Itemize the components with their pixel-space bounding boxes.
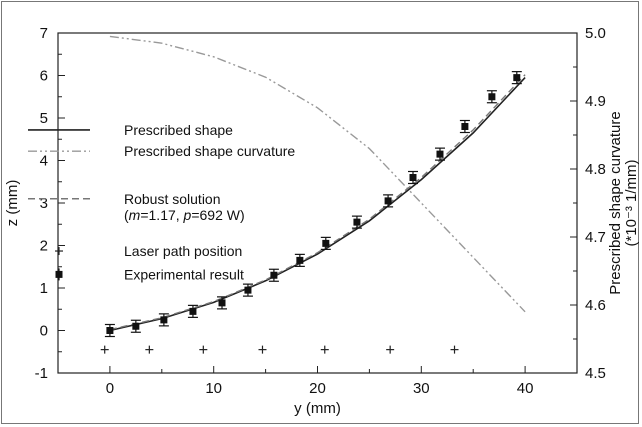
y2-tick-label: 4.5 <box>585 365 606 382</box>
legend-label: Robust solution <box>124 191 221 207</box>
experimental-point <box>158 313 169 327</box>
x-tick-label: 20 <box>309 380 326 397</box>
series-line-1 <box>109 35 526 313</box>
legend-label: Laser path position <box>124 243 242 259</box>
legend-item: Experimental result <box>55 266 244 282</box>
point-marker <box>132 322 140 330</box>
legend: Prescribed shape Prescribed shape curvatu… <box>28 122 295 282</box>
point-marker <box>270 271 278 279</box>
legend-label: Experimental result <box>124 266 244 282</box>
legend-item: Laser path position <box>55 243 242 259</box>
point-marker <box>488 93 496 101</box>
laser-path-marker <box>258 345 267 354</box>
y2-tick-label: 4.8 <box>585 161 606 178</box>
experimental-point <box>351 215 362 229</box>
y2-tick-label: 4.9 <box>585 93 606 110</box>
y-tick-label: 7 <box>40 25 48 42</box>
point-marker <box>296 256 304 264</box>
point-marker <box>436 150 444 158</box>
x-tick-label: 30 <box>413 380 430 397</box>
experimental-point <box>268 268 279 282</box>
experimental-point <box>217 296 228 310</box>
legend-item: Prescribed shape <box>28 122 233 138</box>
plot-area <box>100 35 526 354</box>
y2-axis-label-line1: Prescribed shape curvature <box>607 111 624 294</box>
y-tick-label: 4 <box>40 153 48 170</box>
y-axis-label: z (mm) <box>4 180 21 227</box>
experimental-point <box>320 236 331 250</box>
laser-path-marker <box>199 345 208 354</box>
experimental-point <box>104 323 115 338</box>
experimental-point <box>130 319 141 333</box>
experimental-point <box>434 147 445 161</box>
y-tick-label: 3 <box>40 195 48 212</box>
point-marker <box>106 327 114 334</box>
y-tick-label: 6 <box>40 68 48 85</box>
laser-path-marker <box>100 345 109 354</box>
series-line-2 <box>109 74 526 331</box>
legend-item: Prescribed shape curvature <box>28 143 295 159</box>
experimental-point <box>242 283 253 297</box>
series-line-0 <box>109 77 526 332</box>
experimental-point <box>294 253 305 267</box>
point-marker <box>513 74 521 82</box>
point-marker <box>353 218 361 226</box>
legend-label: (m=1.17, p=692 W) <box>124 207 245 223</box>
experimental-point <box>383 194 394 208</box>
axes: 0 10 20 30 40 -1 0 1 2 3 4 5 6 7 4.5 4.6 4.7 4.8 4.9 5.0 <box>35 25 606 397</box>
point-marker <box>322 239 330 247</box>
legend-label: Prescribed shape curvature <box>124 143 295 159</box>
point-marker <box>244 286 252 294</box>
y-tick-label: 0 <box>40 323 48 340</box>
y-tick-label: 5 <box>40 110 48 127</box>
point-marker <box>189 307 197 315</box>
laser-path-marker <box>320 345 329 354</box>
y2-tick-label: 4.6 <box>585 297 606 314</box>
y2-tick-label: 4.7 <box>585 229 606 246</box>
y-tick-label: 2 <box>40 238 48 255</box>
y-tick-label: 1 <box>40 280 48 297</box>
x-tick-label: 0 <box>106 380 114 397</box>
point-marker <box>160 316 168 324</box>
y2-tick-label: 5.0 <box>585 25 606 42</box>
x-axis-label: y (mm) <box>294 400 341 417</box>
laser-path-marker <box>386 345 395 354</box>
point-marker <box>409 174 417 181</box>
point-marker <box>384 197 392 205</box>
laser-path-marker <box>145 345 154 354</box>
point-marker <box>461 123 469 130</box>
experimental-point <box>459 119 470 134</box>
y2-axis-label-line2: (*10⁻³ 1/mm) <box>623 159 640 246</box>
x-tick-label: 40 <box>517 380 534 397</box>
legend-item: Robust solution(m=1.17, p=692 W) <box>28 191 245 223</box>
laser-path-marker <box>450 345 459 354</box>
experimental-point <box>407 170 418 185</box>
experimental-point <box>187 304 198 318</box>
experimental-point <box>511 71 522 85</box>
y-tick-label: -1 <box>35 365 48 382</box>
point-marker <box>218 299 226 307</box>
legend-label: Prescribed shape <box>124 122 233 138</box>
x-tick-label: 10 <box>205 380 222 397</box>
experimental-point <box>486 90 497 104</box>
